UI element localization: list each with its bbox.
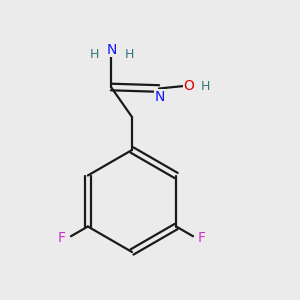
Text: H: H [90,47,99,61]
Text: O: O [184,79,194,92]
Text: N: N [106,43,117,56]
Text: F: F [198,231,206,245]
Text: H: H [124,47,134,61]
Text: N: N [154,90,165,104]
Text: H: H [201,80,210,94]
Text: F: F [58,231,66,245]
